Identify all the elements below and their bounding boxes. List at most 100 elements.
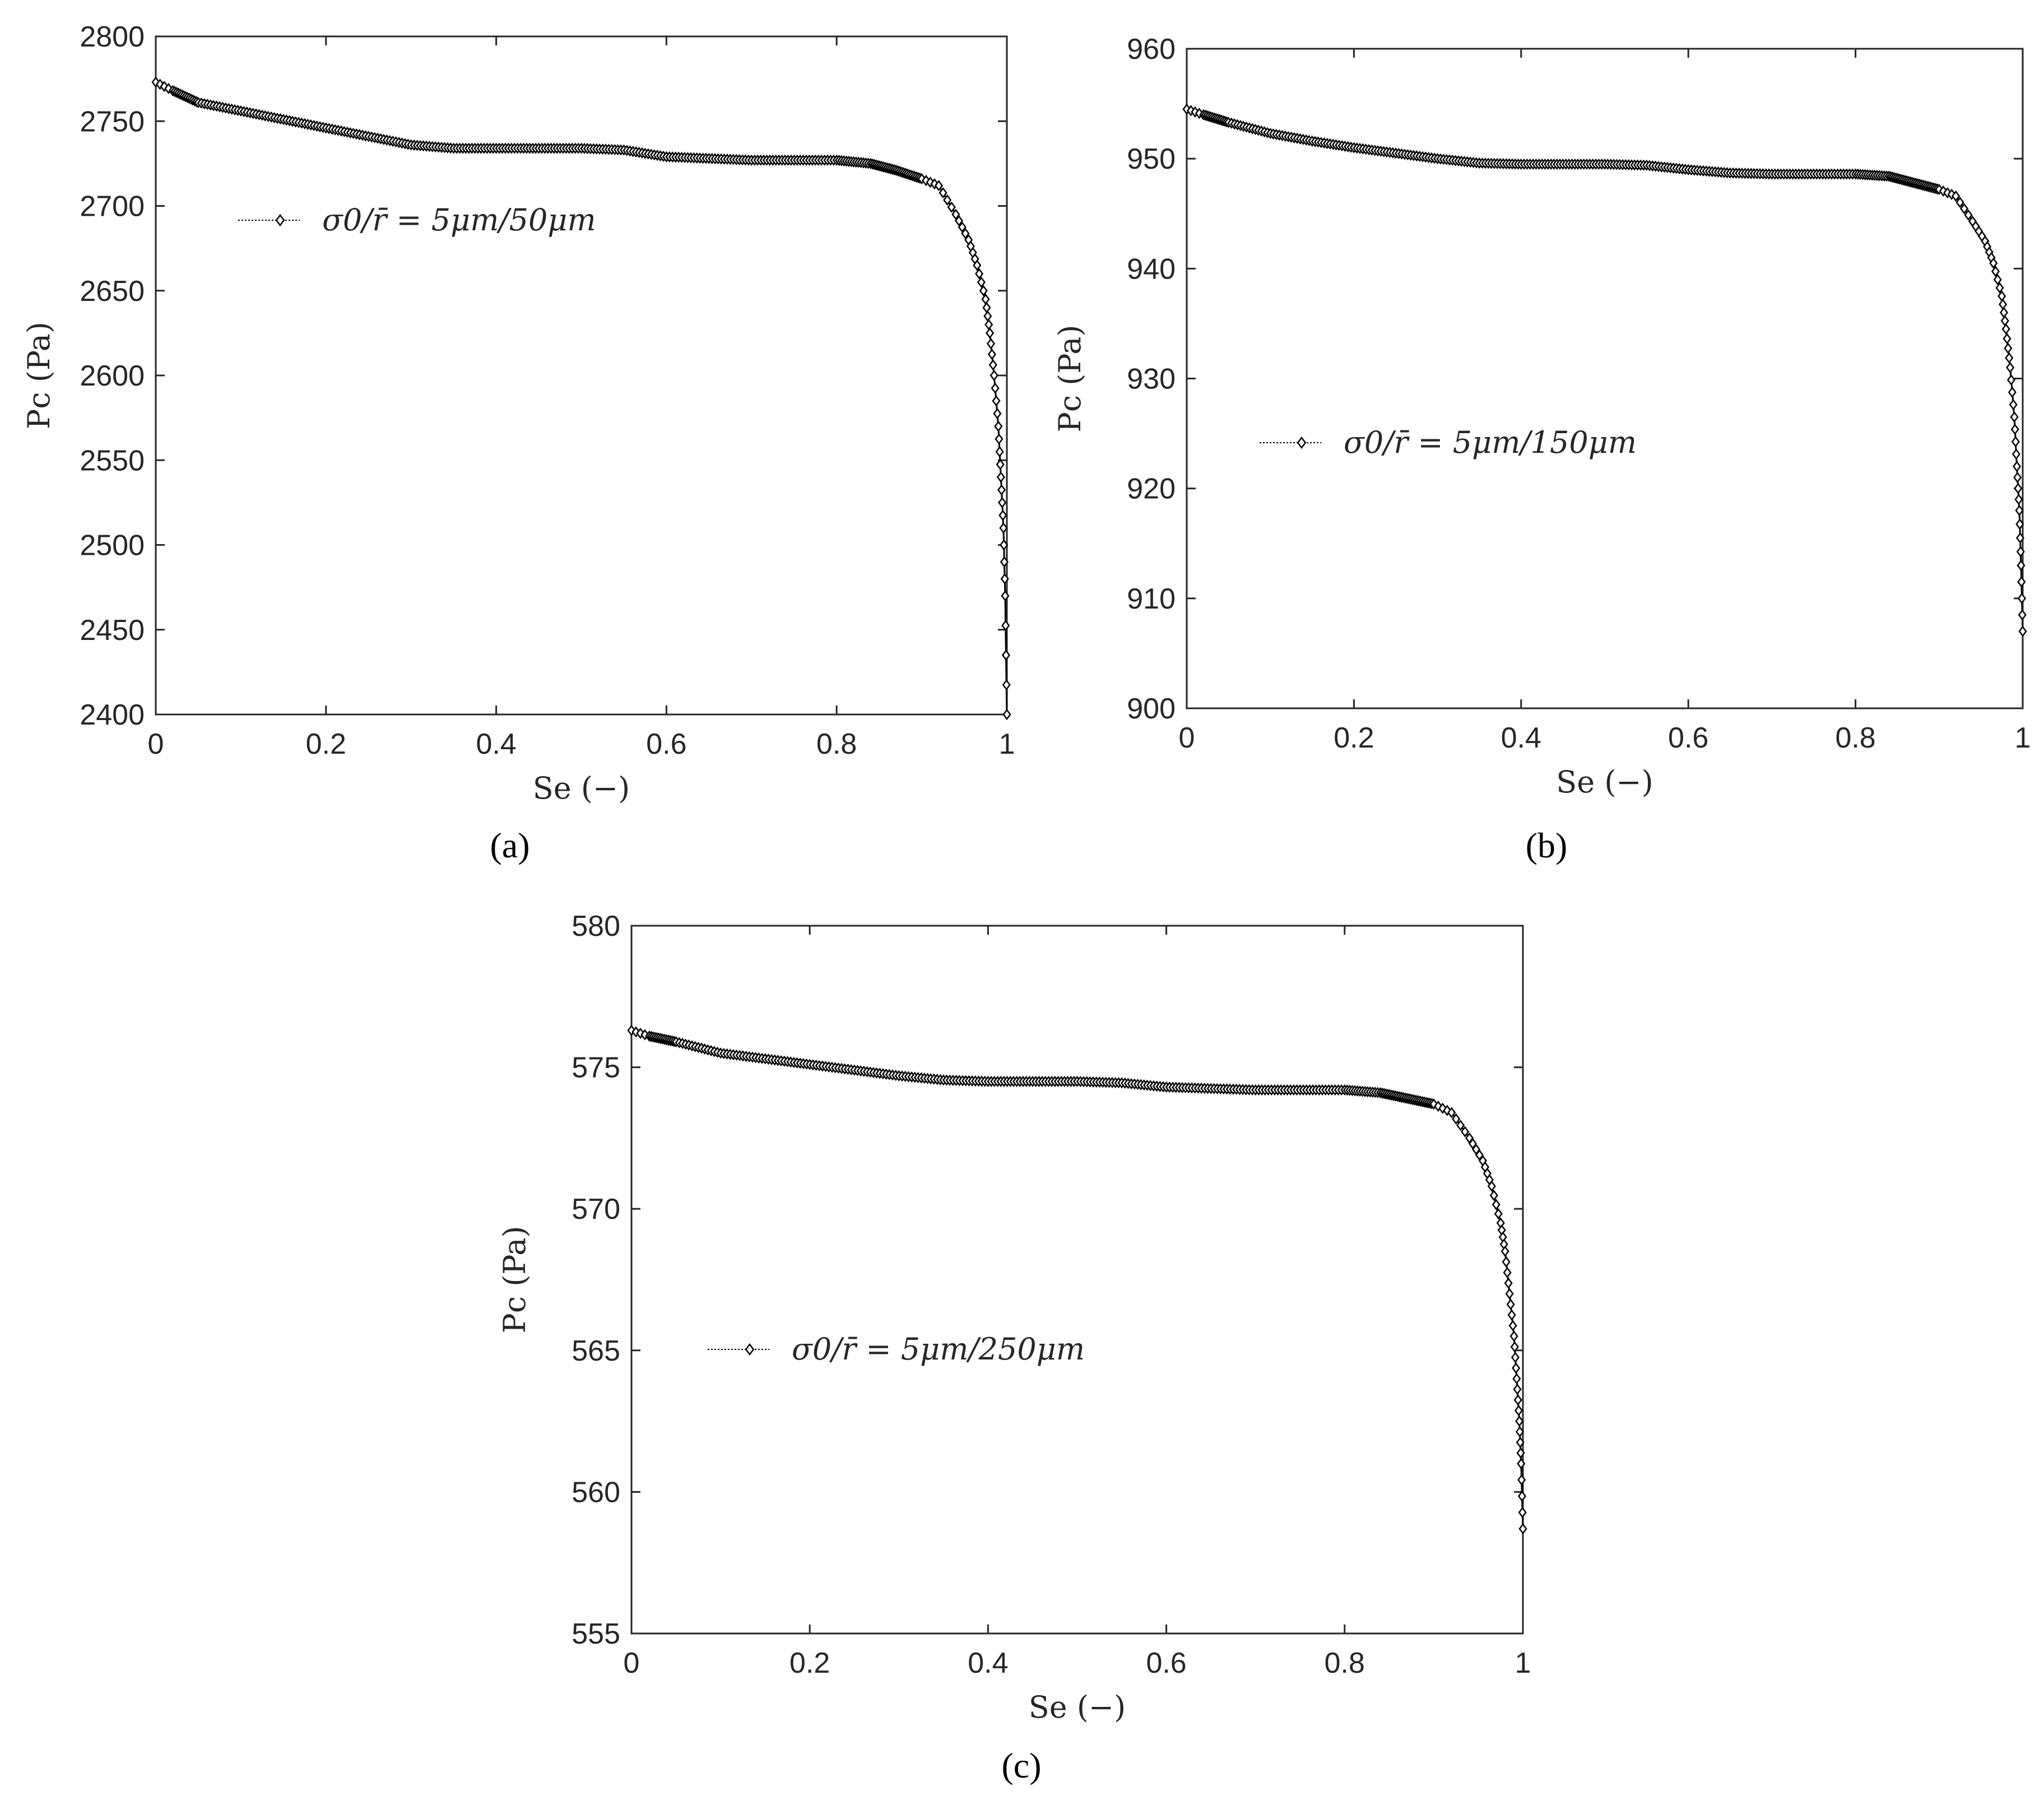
data-point-marker	[930, 178, 939, 190]
x-tick-label: 0.8	[816, 728, 857, 760]
y-tick-label: 900	[1127, 693, 1176, 725]
data-point-marker	[954, 215, 964, 227]
y-tick-label: 575	[572, 1052, 620, 1084]
data-point-marker	[2012, 461, 2022, 472]
data-point-marker	[1001, 649, 1011, 661]
data-point-marker	[1964, 209, 1973, 221]
panel-caption: (a)	[490, 825, 529, 865]
data-point-marker	[1518, 1523, 1527, 1535]
data-point-marker	[1939, 185, 1948, 197]
data-point-marker	[1516, 1447, 1525, 1459]
x-axis-label: Se (−)	[1556, 764, 1653, 800]
data-point-marker	[2013, 471, 2022, 484]
y-tick-label: 2800	[80, 21, 145, 53]
data-point-marker	[636, 1027, 645, 1039]
data-point-marker	[2015, 532, 2025, 544]
y-tick-label: 565	[572, 1335, 620, 1367]
data-point-marker	[1991, 266, 2000, 277]
x-axis-label: Se (−)	[533, 771, 630, 806]
legend-label: σ0/r̄ = 5μm/250μm	[792, 1331, 1085, 1367]
data-point-marker	[1501, 1245, 1509, 1257]
legend-label: σ0/r̄ = 5μm/50μm	[322, 202, 596, 238]
x-tick-label: 1	[999, 728, 1015, 760]
data-point-marker	[984, 319, 993, 331]
data-point-marker	[988, 359, 997, 371]
data-point-marker	[996, 458, 1005, 470]
data-point-marker	[1489, 1190, 1498, 1201]
data-point-marker	[2010, 411, 2019, 423]
data-point-marker	[1447, 1107, 1456, 1119]
data-point-marker	[1001, 590, 1010, 602]
data-point-marker	[1487, 1180, 1496, 1192]
x-tick-label: 0.8	[1835, 722, 1875, 754]
x-tick-label: 0.2	[789, 1647, 830, 1679]
series-line	[1186, 108, 2024, 632]
data-point-marker	[1507, 1309, 1516, 1321]
data-point-marker	[1504, 1277, 1513, 1289]
y-tick-label: 2750	[80, 105, 145, 138]
y-tick-label: 2500	[80, 530, 145, 562]
y-tick-label: 555	[572, 1618, 620, 1650]
data-point-marker	[977, 276, 986, 288]
data-point-marker	[1993, 273, 2002, 286]
data-point-marker	[993, 407, 1002, 420]
data-point-marker	[2006, 361, 2015, 373]
data-point-marker	[2017, 592, 2027, 604]
data-point-marker	[990, 369, 998, 382]
data-point-marker	[943, 194, 952, 206]
data-point-marker	[2000, 315, 2009, 327]
data-point-marker	[1513, 1394, 1522, 1406]
data-point-marker	[2015, 518, 2024, 530]
y-tick-label: 2450	[80, 614, 145, 647]
x-tick-label: 0	[624, 1647, 640, 1679]
x-tick-label: 0.2	[1334, 722, 1374, 754]
data-point-marker	[995, 446, 1004, 458]
data-point-marker	[1995, 282, 2004, 294]
data-point-marker	[2016, 546, 2025, 558]
x-tick-label: 0.6	[1146, 1647, 1186, 1679]
data-point-marker	[979, 285, 988, 296]
legend: σ0/r̄ = 5μm/250μm	[708, 1331, 1085, 1367]
data-point-marker	[997, 484, 1006, 496]
legend-label: σ0/r̄ = 5μm/150μm	[1344, 425, 1637, 460]
x-tick-label: 0.6	[646, 728, 686, 760]
x-tick-label: 0.2	[306, 728, 346, 760]
plot-area-frame	[1186, 48, 2024, 709]
data-point-marker	[998, 496, 1007, 508]
data-point-marker	[2003, 333, 2012, 345]
y-axis-label: Pc (Pa)	[1052, 325, 1088, 433]
data-point-marker	[1510, 1341, 1519, 1353]
data-point-marker	[1508, 1320, 1517, 1331]
data-point-marker	[1947, 188, 1956, 201]
data-point-marker	[1002, 708, 1011, 721]
x-tick-label: 0.4	[968, 1647, 1008, 1679]
y-tick-label: 950	[1127, 143, 1176, 175]
data-point-marker	[2014, 494, 2023, 505]
data-point-marker	[1989, 257, 1998, 269]
data-point-marker	[1959, 203, 1969, 215]
plot-area-frame	[155, 35, 1008, 716]
data-point-marker	[1503, 1266, 1512, 1278]
data-point-marker	[987, 349, 996, 360]
data-point-marker	[1492, 1199, 1501, 1210]
data-point-marker	[2008, 386, 2017, 398]
data-point-marker	[1002, 679, 1011, 691]
panel-caption: (b)	[1526, 825, 1568, 865]
data-point-marker	[2010, 424, 2019, 435]
y-tick-label: 920	[1127, 473, 1176, 505]
data-point-marker	[2005, 352, 2014, 364]
data-point-marker	[986, 338, 996, 350]
y-axis-label: Pc (Pa)	[21, 322, 57, 429]
data-point-marker	[951, 208, 960, 220]
data-point-marker	[2004, 342, 2013, 354]
y-axis-label: Pc (Pa)	[497, 1226, 532, 1334]
data-point-marker	[1505, 1288, 1514, 1300]
data-point-marker	[975, 268, 984, 280]
data-point-marker	[1513, 1384, 1522, 1395]
y-tick-label: 560	[572, 1476, 620, 1509]
data-point-marker	[983, 310, 992, 322]
y-tick-label: 2400	[80, 699, 145, 731]
y-tick-label: 570	[572, 1193, 620, 1226]
data-point-marker	[1516, 1436, 1525, 1449]
y-tick-label: 960	[1127, 33, 1176, 66]
